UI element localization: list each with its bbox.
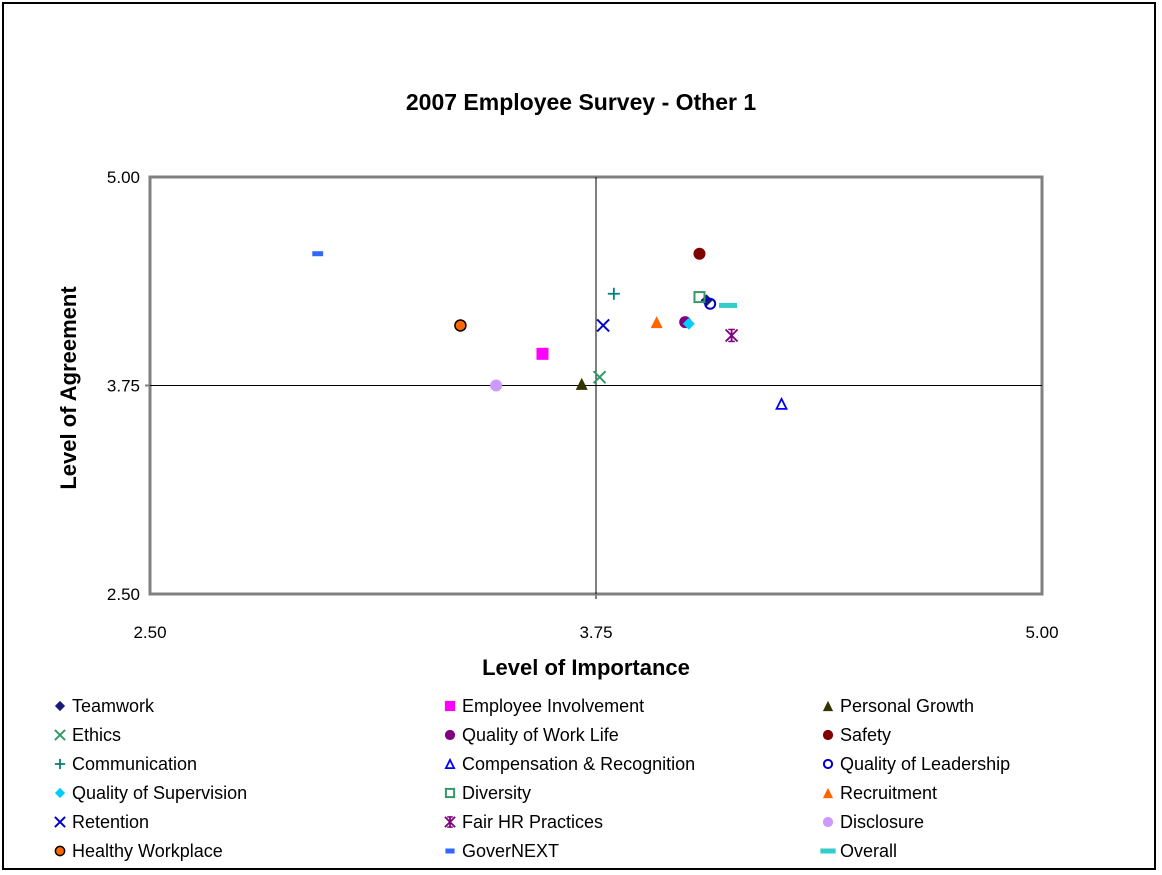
point-governext bbox=[312, 251, 324, 257]
point-disclosure bbox=[490, 379, 503, 392]
legend-marker-quality-of-supervision bbox=[54, 787, 66, 799]
y-tick-label: 2.50 bbox=[107, 585, 140, 604]
legend-marker-healthy-workplace bbox=[54, 845, 66, 857]
point-quality-of-supervision bbox=[682, 317, 695, 330]
legend-label-healthy-workplace: Healthy Workplace bbox=[72, 841, 223, 861]
legend-marker-compensation-recognition bbox=[444, 757, 456, 769]
point-compensation-recognition bbox=[775, 396, 788, 410]
data-points bbox=[312, 247, 788, 410]
legend-marker-recruitment bbox=[822, 787, 834, 799]
reference-lines bbox=[145, 177, 1042, 599]
legend-label-disclosure: Disclosure bbox=[840, 812, 924, 832]
point-communication bbox=[607, 287, 620, 300]
legend-label-quality-of-supervision: Quality of Supervision bbox=[72, 783, 247, 803]
legend-marker-fair-hr-practices bbox=[444, 816, 456, 828]
legend-label-retention: Retention bbox=[72, 812, 149, 832]
x-tick-label: 5.00 bbox=[1025, 623, 1058, 642]
legend-label-teamwork: Teamwork bbox=[72, 696, 155, 716]
legend-label-quality-of-work-life: Quality of Work Life bbox=[462, 725, 619, 745]
point-recruitment bbox=[650, 316, 663, 329]
point-retention bbox=[596, 318, 610, 333]
tick-labels: 2.50 3.75 5.00 2.50 3.75 5.00 bbox=[107, 168, 1059, 642]
chart-title: 2007 Employee Survey - Other 1 bbox=[406, 89, 756, 115]
legend-marker-quality-of-work-life bbox=[444, 729, 456, 741]
legend-marker-safety bbox=[822, 729, 834, 741]
legend-marker-ethics bbox=[54, 729, 66, 741]
legend-label-diversity: Diversity bbox=[462, 783, 531, 803]
legend-label-safety: Safety bbox=[840, 725, 891, 745]
legend-marker-disclosure bbox=[822, 816, 834, 828]
legend-label-overall: Overall bbox=[840, 841, 897, 861]
point-healthy-workplace bbox=[454, 319, 467, 332]
point-quality-of-leadership bbox=[704, 297, 717, 310]
legend-label-employee-involvement: Employee Involvement bbox=[462, 696, 644, 716]
legend-marker-diversity bbox=[444, 787, 456, 799]
legend-marker-personal-growth bbox=[822, 700, 834, 712]
legend-label-quality-of-leadership: Quality of Leadership bbox=[840, 754, 1010, 774]
legend-label-communication: Communication bbox=[72, 754, 197, 774]
point-employee-involvement bbox=[536, 347, 549, 360]
point-overall bbox=[719, 302, 738, 308]
legend-marker-quality-of-leadership bbox=[822, 758, 834, 770]
point-personal-growth bbox=[575, 377, 588, 390]
y-tick-label: 5.00 bbox=[107, 168, 140, 187]
legend: Teamwork Employee Involvement Personal Gro… bbox=[54, 696, 1010, 861]
legend-label-compensation-recognition: Compensation & Recognition bbox=[462, 754, 695, 774]
legend-label-governext: GoverNEXT bbox=[462, 841, 559, 861]
y-tick-label: 3.75 bbox=[107, 377, 140, 396]
legend-label-recruitment: Recruitment bbox=[840, 783, 937, 803]
x-axis-title: Level of Importance bbox=[482, 655, 690, 680]
legend-marker-teamwork bbox=[54, 700, 66, 712]
point-ethics bbox=[592, 370, 607, 384]
point-safety bbox=[693, 247, 706, 260]
x-tick-label: 2.50 bbox=[133, 623, 166, 642]
legend-marker-communication bbox=[54, 758, 66, 770]
y-axis-title: Level of Agreement bbox=[56, 286, 81, 490]
legend-marker-employee-involvement bbox=[444, 700, 456, 712]
legend-marker-retention bbox=[54, 816, 66, 828]
legend-label-ethics: Ethics bbox=[72, 725, 121, 745]
legend-label-fair-hr-practices: Fair HR Practices bbox=[462, 812, 603, 832]
legend-marker-governext bbox=[445, 848, 455, 854]
point-fair-hr-practices bbox=[724, 328, 739, 343]
legend-marker-overall bbox=[820, 848, 836, 854]
point-diversity bbox=[693, 291, 706, 304]
x-tick-label: 3.75 bbox=[579, 623, 612, 642]
legend-label-personal-growth: Personal Growth bbox=[840, 696, 974, 716]
